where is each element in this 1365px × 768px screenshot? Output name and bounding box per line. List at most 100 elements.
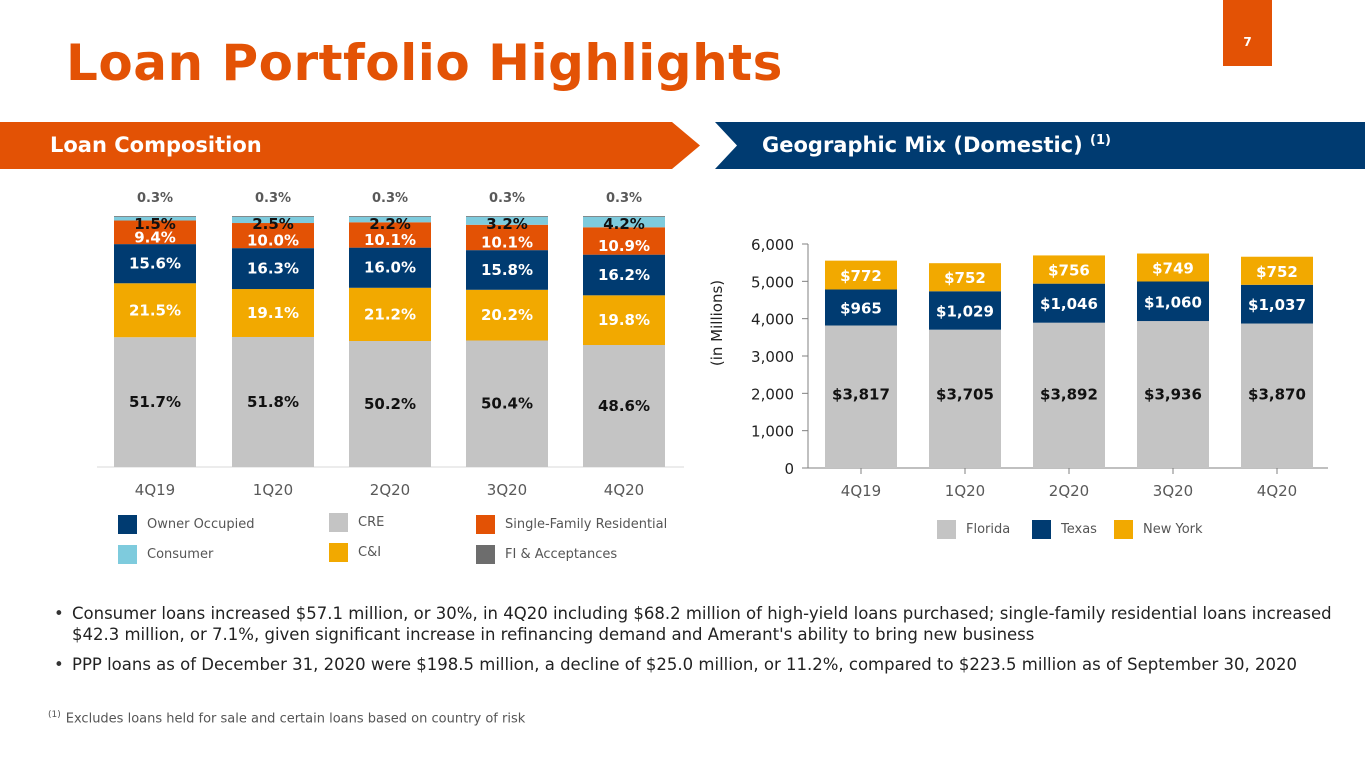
data-label-owner-occupied: 15.8% bbox=[481, 261, 533, 279]
x-tick-label: 3Q20 bbox=[1153, 482, 1193, 500]
loan-composition-banner: Loan Composition bbox=[0, 122, 700, 169]
x-tick-label: 4Q20 bbox=[1257, 482, 1297, 500]
banner-chevron-shape bbox=[715, 122, 1365, 169]
x-tick-label: 1Q20 bbox=[253, 481, 293, 499]
data-label-florida: $3,817 bbox=[832, 385, 890, 403]
data-label-fi-acceptances: 0.3% bbox=[372, 191, 408, 206]
legend-fi-acceptances: FI & Acceptances bbox=[476, 545, 617, 564]
data-label-owner-occupied: 16.2% bbox=[598, 266, 650, 284]
bar-owner-occupied-4q19 bbox=[114, 244, 196, 284]
data-label-cre: 48.6% bbox=[598, 397, 650, 415]
y-axis-label: (in Millions) bbox=[708, 280, 726, 366]
bar-florida-4q19 bbox=[825, 325, 897, 468]
legend-single-family: Single-Family Residential bbox=[476, 515, 667, 534]
legend-swatch bbox=[476, 545, 495, 564]
data-label-texas: $1,046 bbox=[1040, 295, 1098, 313]
bar-new-york-3q20 bbox=[1137, 253, 1209, 282]
bar-owner-occupied-2q20 bbox=[349, 247, 431, 288]
bar-consumer-3q20 bbox=[466, 216, 548, 225]
data-label-new-york: $752 bbox=[944, 269, 986, 287]
x-tick-label: 2Q20 bbox=[1049, 482, 1089, 500]
data-label-consumer: 3.2% bbox=[486, 215, 528, 233]
bar-consumer-4q20 bbox=[583, 216, 665, 228]
geographic-mix-title: Geographic Mix (Domestic) (1) bbox=[762, 133, 1111, 157]
y-tick-label: 0 bbox=[784, 460, 794, 478]
geographic-mix-banner: Geographic Mix (Domestic) (1) bbox=[715, 122, 1365, 169]
bullet-ppp-loans: PPP loans as of December 31, 2020 were $… bbox=[54, 654, 1334, 675]
bar-new-york-4q20 bbox=[1241, 256, 1313, 285]
data-label-florida: $3,705 bbox=[936, 385, 994, 403]
data-label-c-i: 19.8% bbox=[598, 311, 650, 329]
data-label-texas: $965 bbox=[840, 299, 882, 317]
data-label-owner-occupied: 16.3% bbox=[247, 260, 299, 278]
bar-consumer-4q19 bbox=[114, 216, 196, 221]
data-label-fi-acceptances: 0.3% bbox=[137, 191, 173, 206]
footnote: (1) Excludes loans held for sale and cert… bbox=[48, 710, 525, 726]
bar-c-i-3q20 bbox=[466, 289, 548, 341]
legend-consumer: Consumer bbox=[118, 545, 213, 564]
bar-c-i-4q20 bbox=[583, 295, 665, 346]
data-label-florida: $3,892 bbox=[1040, 385, 1098, 403]
data-label-consumer: 2.2% bbox=[369, 215, 411, 233]
geographic-mix-chart: 0 1,000 2,000 3,000 4,000 5,000 6,000 (in Milli… bbox=[708, 236, 1328, 500]
bar-cre-2q20 bbox=[349, 340, 431, 467]
data-label-new-york: $749 bbox=[1152, 260, 1194, 278]
data-label-single-family: 10.9% bbox=[598, 237, 650, 255]
bar-consumer-1q20 bbox=[232, 216, 314, 224]
legend-florida: Florida bbox=[937, 520, 1010, 539]
bar-new-york-2q20 bbox=[1033, 255, 1105, 284]
bar-florida-2q20 bbox=[1033, 322, 1105, 468]
legend-label: C&I bbox=[358, 545, 382, 560]
data-label-single-family: 10.0% bbox=[247, 232, 299, 250]
data-label-fi-acceptances: 0.3% bbox=[606, 191, 642, 206]
slide-title: Loan Portfolio Highlights bbox=[66, 34, 783, 92]
legend-swatch bbox=[1114, 520, 1133, 539]
legend-owner-occupied: Owner Occupied bbox=[118, 515, 254, 534]
footnote-ref: (1) bbox=[1090, 133, 1111, 148]
x-tick-label: 4Q20 bbox=[604, 481, 644, 499]
legend-swatch bbox=[118, 515, 137, 534]
data-label-owner-occupied: 16.0% bbox=[364, 259, 416, 277]
bullet-consumer-loans: Consumer loans increased $57.1 million, … bbox=[54, 603, 1334, 645]
legend-swatch bbox=[329, 543, 348, 562]
loan-composition-chart: 51.7% 21.5% 15.6% 9.4%1.5% 0.3% 4Q19 51.8% 19.1… bbox=[97, 191, 684, 499]
data-label-owner-occupied: 15.6% bbox=[129, 255, 181, 273]
legend-ci: C&I bbox=[329, 543, 381, 562]
data-label-consumer: 4.2% bbox=[603, 215, 645, 233]
legend-label: Consumer bbox=[147, 547, 214, 562]
data-label-florida: $3,936 bbox=[1144, 385, 1202, 403]
data-label-single-family: 9.4% bbox=[134, 228, 176, 246]
legend-label: FI & Acceptances bbox=[505, 547, 618, 562]
bar-consumer-2q20 bbox=[349, 216, 431, 223]
data-label-texas: $1,060 bbox=[1144, 293, 1202, 311]
loan-composition-title: Loan Composition bbox=[50, 133, 262, 157]
bar-texas-4q20 bbox=[1241, 284, 1313, 324]
legend-swatch bbox=[1032, 520, 1051, 539]
bar-fi-acceptances-1q20 bbox=[232, 216, 314, 217]
banner-arrow-shape bbox=[0, 122, 700, 169]
bar-florida-1q20 bbox=[929, 329, 1001, 468]
legend-label: Owner Occupied bbox=[147, 517, 255, 532]
legend-swatch bbox=[937, 520, 956, 539]
bar-c-i-4q19 bbox=[114, 283, 196, 338]
page-number: 7 bbox=[1223, 0, 1272, 66]
y-tick-label: 2,000 bbox=[751, 385, 794, 403]
bar-single-family-residential-3q20 bbox=[466, 224, 548, 251]
bar-c-i-2q20 bbox=[349, 287, 431, 341]
x-tick-label: 1Q20 bbox=[945, 482, 985, 500]
bar-new-york-4q19 bbox=[825, 260, 897, 290]
geographic-mix-title-text: Geographic Mix (Domestic) bbox=[762, 133, 1083, 157]
bar-fi-acceptances-4q20 bbox=[583, 216, 665, 217]
bar-single-family-residential-2q20 bbox=[349, 222, 431, 248]
data-label-texas: $1,029 bbox=[936, 302, 994, 320]
data-label-c-i: 21.2% bbox=[364, 305, 416, 323]
bar-texas-4q19 bbox=[825, 289, 897, 326]
footnote-text: Excludes loans held for sale and certain… bbox=[65, 711, 526, 727]
bar-owner-occupied-3q20 bbox=[466, 250, 548, 290]
bar-single-family-residential-4q19 bbox=[114, 220, 196, 245]
footnote-marker: (1) bbox=[48, 710, 61, 720]
bar-cre-4q19 bbox=[114, 337, 196, 467]
bar-owner-occupied-1q20 bbox=[232, 248, 314, 290]
data-label-cre: 50.4% bbox=[481, 395, 533, 413]
data-label-single-family: 10.1% bbox=[364, 231, 416, 249]
